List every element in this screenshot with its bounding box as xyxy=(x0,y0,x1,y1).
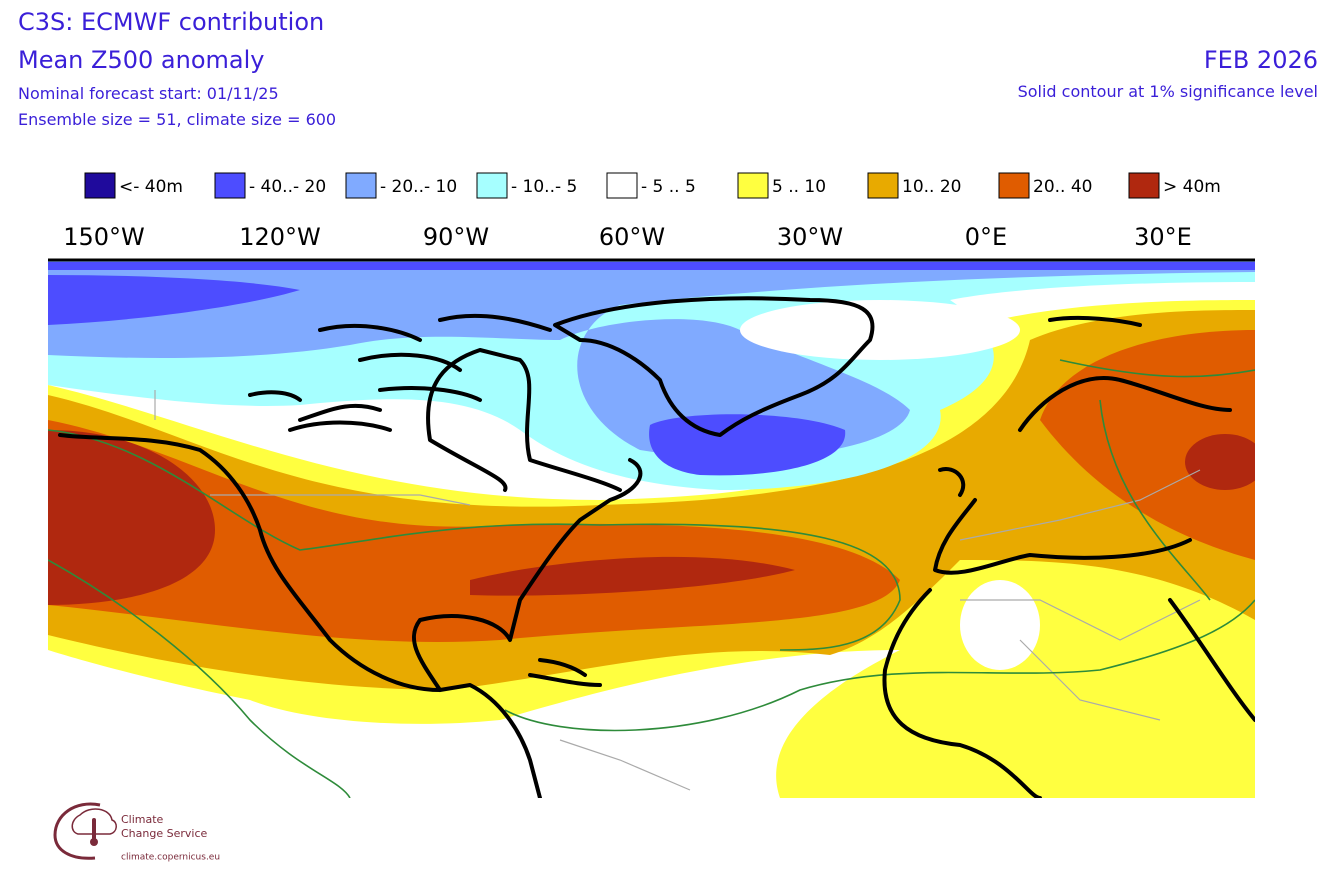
legend-label: 10.. 20 xyxy=(902,177,961,197)
logo-text: Change Service xyxy=(121,827,207,840)
legend-label: <- 40m xyxy=(119,177,183,197)
legend-label: 20.. 40 xyxy=(1033,177,1092,197)
coastline-arctic-islands xyxy=(288,313,552,432)
anomaly-area xyxy=(470,556,795,596)
legend-swatch xyxy=(84,172,116,199)
anomaly-area xyxy=(48,262,1255,476)
logo-cloud xyxy=(71,808,117,835)
anomaly-area xyxy=(48,430,215,605)
longitude-label: 150°W xyxy=(63,223,145,251)
anomaly-area xyxy=(1040,330,1255,560)
legend-swatch xyxy=(476,172,508,199)
longitude-labels: 150°W 120°W 90°W 60°W 30°W 0°E 30°E xyxy=(63,223,1192,251)
anomaly-area xyxy=(1185,434,1255,490)
coastline-europe-africa xyxy=(882,315,1255,798)
legend-label: - 5 .. 5 xyxy=(641,177,696,197)
legend-swatch xyxy=(1128,172,1160,199)
legend-label: - 10..- 5 xyxy=(511,177,577,197)
longitude-label: 60°W xyxy=(599,223,665,251)
ensemble-size: Ensemble size = 51, climate size = 600 xyxy=(18,110,337,129)
legend-swatch xyxy=(606,172,638,199)
longitude-label: 30°W xyxy=(777,223,843,251)
country-borders xyxy=(154,390,1201,791)
anomaly-area xyxy=(48,260,1255,458)
anomaly-area xyxy=(960,580,1040,670)
coastline-north-america xyxy=(58,348,643,798)
significance-contour xyxy=(48,359,1255,798)
legend-label: - 40..- 20 xyxy=(249,177,326,197)
logo-thermometer xyxy=(92,818,96,840)
legend-swatch xyxy=(737,172,769,199)
logo-arc xyxy=(53,802,101,860)
logo-thermometer-bulb xyxy=(90,838,98,846)
logo-url: climate.copernicus.eu xyxy=(121,853,220,863)
legend-swatch xyxy=(867,172,899,199)
significance-note: Solid contour at 1% significance level xyxy=(1017,82,1318,101)
forecast-start: Nominal forecast start: 01/11/25 xyxy=(18,84,279,103)
longitude-label: 90°W xyxy=(423,223,489,251)
logo-text: Climate xyxy=(121,813,164,826)
logo: Climate Change Service climate.copernicu… xyxy=(53,802,220,863)
legend-swatch xyxy=(345,172,377,199)
longitude-label: 0°E xyxy=(965,223,1007,251)
map xyxy=(48,260,1255,798)
legend-swatch xyxy=(214,172,246,199)
legend-label: > 40m xyxy=(1163,177,1221,197)
coastline-caribbean xyxy=(528,658,602,687)
legend: <- 40m - 40..- 20 - 20..- 10 - 10..- 5 - 5 .… xyxy=(84,172,1221,199)
legend-label: - 20..- 10 xyxy=(380,177,457,197)
anomaly-area xyxy=(740,300,1020,360)
legend-swatch xyxy=(998,172,1030,199)
period: FEB 2026 xyxy=(1203,46,1318,74)
longitude-label: 30°E xyxy=(1134,223,1192,251)
title: C3S: ECMWF contribution xyxy=(18,8,325,36)
longitude-label: 120°W xyxy=(239,223,321,251)
coastline-greenland xyxy=(553,296,875,437)
legend-label: 5 .. 10 xyxy=(772,177,826,197)
subtitle: Mean Z500 anomaly xyxy=(18,46,265,74)
